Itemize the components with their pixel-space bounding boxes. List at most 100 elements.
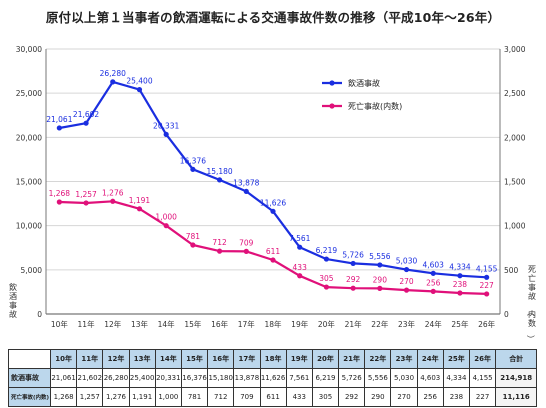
data-point bbox=[56, 125, 62, 131]
line-chart: 0 0 5,000 500 10,000 1,000 15,000 1,500 20,000 2,… bbox=[9, 45, 536, 343]
data-point bbox=[110, 79, 116, 85]
table-total-cell: 11,116 bbox=[495, 387, 538, 407]
table-year-header: 17年 bbox=[233, 349, 261, 369]
data-label: 712 bbox=[212, 238, 227, 247]
data-point bbox=[136, 87, 143, 93]
table-year-header: 12年 bbox=[102, 349, 130, 369]
data-point bbox=[270, 257, 276, 263]
table-cell: 15,180 bbox=[207, 368, 235, 388]
y-right-tick-label: 1,500 bbox=[504, 178, 526, 187]
y-left-tick-label: 30,000 bbox=[16, 45, 42, 54]
table-cell: 611 bbox=[259, 387, 287, 407]
data-point bbox=[110, 198, 116, 204]
data-label: 25,400 bbox=[126, 77, 152, 86]
x-tick-label: 21年 bbox=[345, 319, 363, 329]
y-right-tick-label: 1,000 bbox=[504, 222, 526, 231]
table-cell: 1,191 bbox=[128, 387, 156, 407]
data-point bbox=[323, 256, 330, 262]
table-cell: 4,334 bbox=[442, 368, 471, 388]
table-total-header: 合計 bbox=[495, 349, 538, 369]
data-label: 709 bbox=[239, 238, 254, 247]
data-point bbox=[270, 208, 276, 214]
data-point bbox=[190, 166, 196, 172]
data-label: 1,276 bbox=[102, 188, 124, 197]
table-year-header: 10年 bbox=[49, 349, 78, 369]
table-year-header: 23年 bbox=[390, 349, 418, 369]
data-label: 270 bbox=[399, 277, 414, 286]
table-year-header: 26年 bbox=[468, 349, 497, 369]
y-right-axis-title: 死亡事故（内数） bbox=[526, 265, 536, 343]
data-label: 227 bbox=[479, 281, 494, 290]
data-label: 1,268 bbox=[49, 189, 71, 198]
data-label: 5,726 bbox=[342, 250, 364, 259]
table-cell: 5,030 bbox=[390, 368, 418, 388]
data-point bbox=[243, 188, 249, 195]
table-row: 飲酒事故 21,061 21,602 26,280 25,400 20,331 16,376… bbox=[8, 368, 538, 388]
data-label: 11,626 bbox=[260, 198, 286, 207]
x-tick-label: 18年 bbox=[264, 319, 282, 329]
data-point bbox=[377, 262, 383, 268]
data-point bbox=[243, 248, 249, 254]
x-tick-label: 17年 bbox=[238, 319, 256, 329]
table-cell: 1,000 bbox=[154, 387, 182, 407]
table-year-header: 25年 bbox=[442, 349, 471, 369]
data-point bbox=[163, 131, 169, 138]
table-header-row: 10年 11年 12年 13年 14年 15年 16年 17年 18年 19年 20年 21年 22年 2… bbox=[8, 349, 538, 369]
data-label: 20,331 bbox=[153, 121, 179, 130]
table-cell: 270 bbox=[390, 387, 418, 407]
table-cell: 16,376 bbox=[180, 368, 209, 388]
data-point bbox=[403, 287, 410, 293]
x-tick-label: 22年 bbox=[371, 319, 389, 329]
data-point bbox=[484, 291, 490, 297]
data-point bbox=[323, 284, 330, 290]
table-year-header: 13年 bbox=[128, 349, 156, 369]
table-cell: 781 bbox=[180, 387, 209, 407]
data-point bbox=[457, 290, 463, 296]
table-year-header: 11年 bbox=[76, 349, 104, 369]
table-cell: 709 bbox=[233, 387, 261, 407]
data-point bbox=[350, 285, 356, 291]
data-point bbox=[56, 199, 62, 205]
data-label: 1,000 bbox=[155, 213, 177, 222]
x-tick-label: 24年 bbox=[425, 319, 443, 329]
data-label: 4,155 bbox=[476, 264, 498, 273]
data-label: 13,878 bbox=[233, 178, 259, 187]
table-cell: 290 bbox=[364, 387, 392, 407]
y-right-tick-label: 0 bbox=[504, 310, 509, 319]
data-label: 292 bbox=[346, 275, 361, 284]
y-left-tick-label: 0 bbox=[37, 310, 42, 319]
x-tick-label: 26年 bbox=[478, 319, 496, 329]
table-year-header: 20年 bbox=[311, 349, 340, 369]
table-cell: 21,061 bbox=[49, 368, 78, 388]
data-label: 1,191 bbox=[129, 196, 151, 205]
table-cell: 1,268 bbox=[49, 387, 78, 407]
data-point bbox=[430, 288, 436, 294]
data-point bbox=[136, 206, 143, 212]
table-year-header: 16年 bbox=[207, 349, 235, 369]
x-tick-label: 19年 bbox=[291, 319, 309, 329]
table-year-header: 24年 bbox=[416, 349, 444, 369]
table-cell: 4,603 bbox=[416, 368, 444, 388]
y-left-tick-label: 5,000 bbox=[21, 266, 43, 275]
table-cell: 5,726 bbox=[338, 368, 366, 388]
table-cell: 238 bbox=[442, 387, 471, 407]
table-cell: 227 bbox=[468, 387, 497, 407]
data-label: 611 bbox=[266, 247, 281, 256]
data-point bbox=[297, 244, 303, 250]
table-cell: 256 bbox=[416, 387, 444, 407]
data-label: 433 bbox=[293, 263, 308, 272]
y-left-tick-label: 10,000 bbox=[16, 222, 42, 231]
table-year-header: 18年 bbox=[259, 349, 287, 369]
table-year-header: 14年 bbox=[154, 349, 182, 369]
y-left-tick-label: 25,000 bbox=[16, 89, 42, 98]
y-right-tick-label: 500 bbox=[504, 266, 519, 275]
x-tick-label: 25年 bbox=[451, 319, 469, 329]
table-cell: 433 bbox=[285, 387, 313, 407]
table-corner-cell bbox=[8, 349, 51, 369]
table-cell: 13,878 bbox=[233, 368, 261, 388]
x-tick-label: 23年 bbox=[398, 319, 416, 329]
table-cell: 7,561 bbox=[285, 368, 313, 388]
data-label: 26,280 bbox=[100, 69, 126, 78]
data-label: 4,334 bbox=[449, 263, 471, 272]
y-right-tick-label: 2,500 bbox=[504, 89, 526, 98]
